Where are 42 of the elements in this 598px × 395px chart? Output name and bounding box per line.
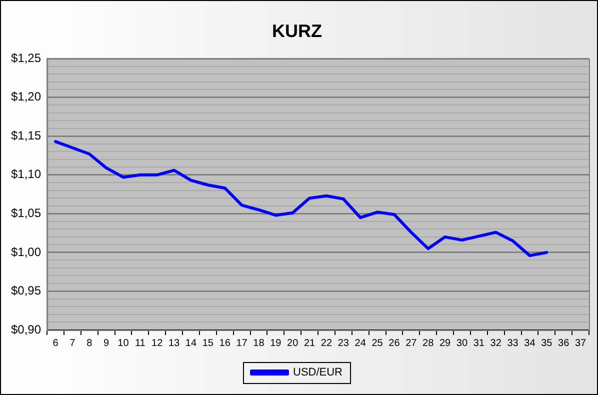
x-tick-label: 25 xyxy=(372,338,384,349)
y-tick-label: $1,20 xyxy=(11,90,42,104)
x-tick-label: 9 xyxy=(104,338,110,349)
x-tick-label: 36 xyxy=(558,338,570,349)
x-tick-label: 10 xyxy=(118,338,130,349)
x-tick-label: 15 xyxy=(202,338,214,349)
x-tick-label: 24 xyxy=(354,338,366,349)
x-tick-label: 33 xyxy=(507,338,519,349)
x-tick-label: 23 xyxy=(338,338,350,349)
x-tick-label: 11 xyxy=(134,338,146,349)
x-tick-label: 37 xyxy=(574,338,587,349)
x-tick-label: 7 xyxy=(70,338,76,349)
x-tick-label: 28 xyxy=(422,338,434,349)
x-tick-label: 27 xyxy=(406,338,418,349)
x-tick-label: 35 xyxy=(541,338,553,349)
x-tick-label: 20 xyxy=(287,338,299,349)
x-tick-label: 31 xyxy=(473,338,485,349)
x-tick-label: 13 xyxy=(168,338,180,349)
x-tick-label: 29 xyxy=(439,338,452,349)
x-tick-label: 18 xyxy=(253,338,265,349)
x-tick-label: 32 xyxy=(490,338,502,349)
x-tick-label: 22 xyxy=(320,338,332,349)
y-tick-label: $1,10 xyxy=(11,167,42,182)
legend-label: USD/EUR xyxy=(292,366,343,379)
x-tick-label: 6 xyxy=(52,338,59,349)
x-tick-label: 21 xyxy=(304,338,316,349)
y-tick-label: $0,90 xyxy=(11,322,42,336)
x-tick-label: 14 xyxy=(185,338,197,349)
x-tick-label: 30 xyxy=(456,338,468,349)
x-tick-label: 16 xyxy=(219,338,231,349)
chart-title: KURZ xyxy=(272,20,322,41)
y-tick-label: $1,25 xyxy=(11,50,42,65)
y-tick-label: $1,15 xyxy=(11,128,42,142)
y-tick-label: $0,95 xyxy=(11,284,42,298)
x-tick-label: 8 xyxy=(86,338,93,349)
x-tick-label: 34 xyxy=(524,338,536,349)
x-tick-label: 12 xyxy=(152,338,164,349)
y-tick-label: $1,05 xyxy=(11,206,42,220)
x-tick-label: 26 xyxy=(388,338,400,349)
y-tick-label: $1,00 xyxy=(11,244,42,259)
x-tick-label: 17 xyxy=(236,338,248,349)
x-tick-label: 19 xyxy=(270,338,282,349)
